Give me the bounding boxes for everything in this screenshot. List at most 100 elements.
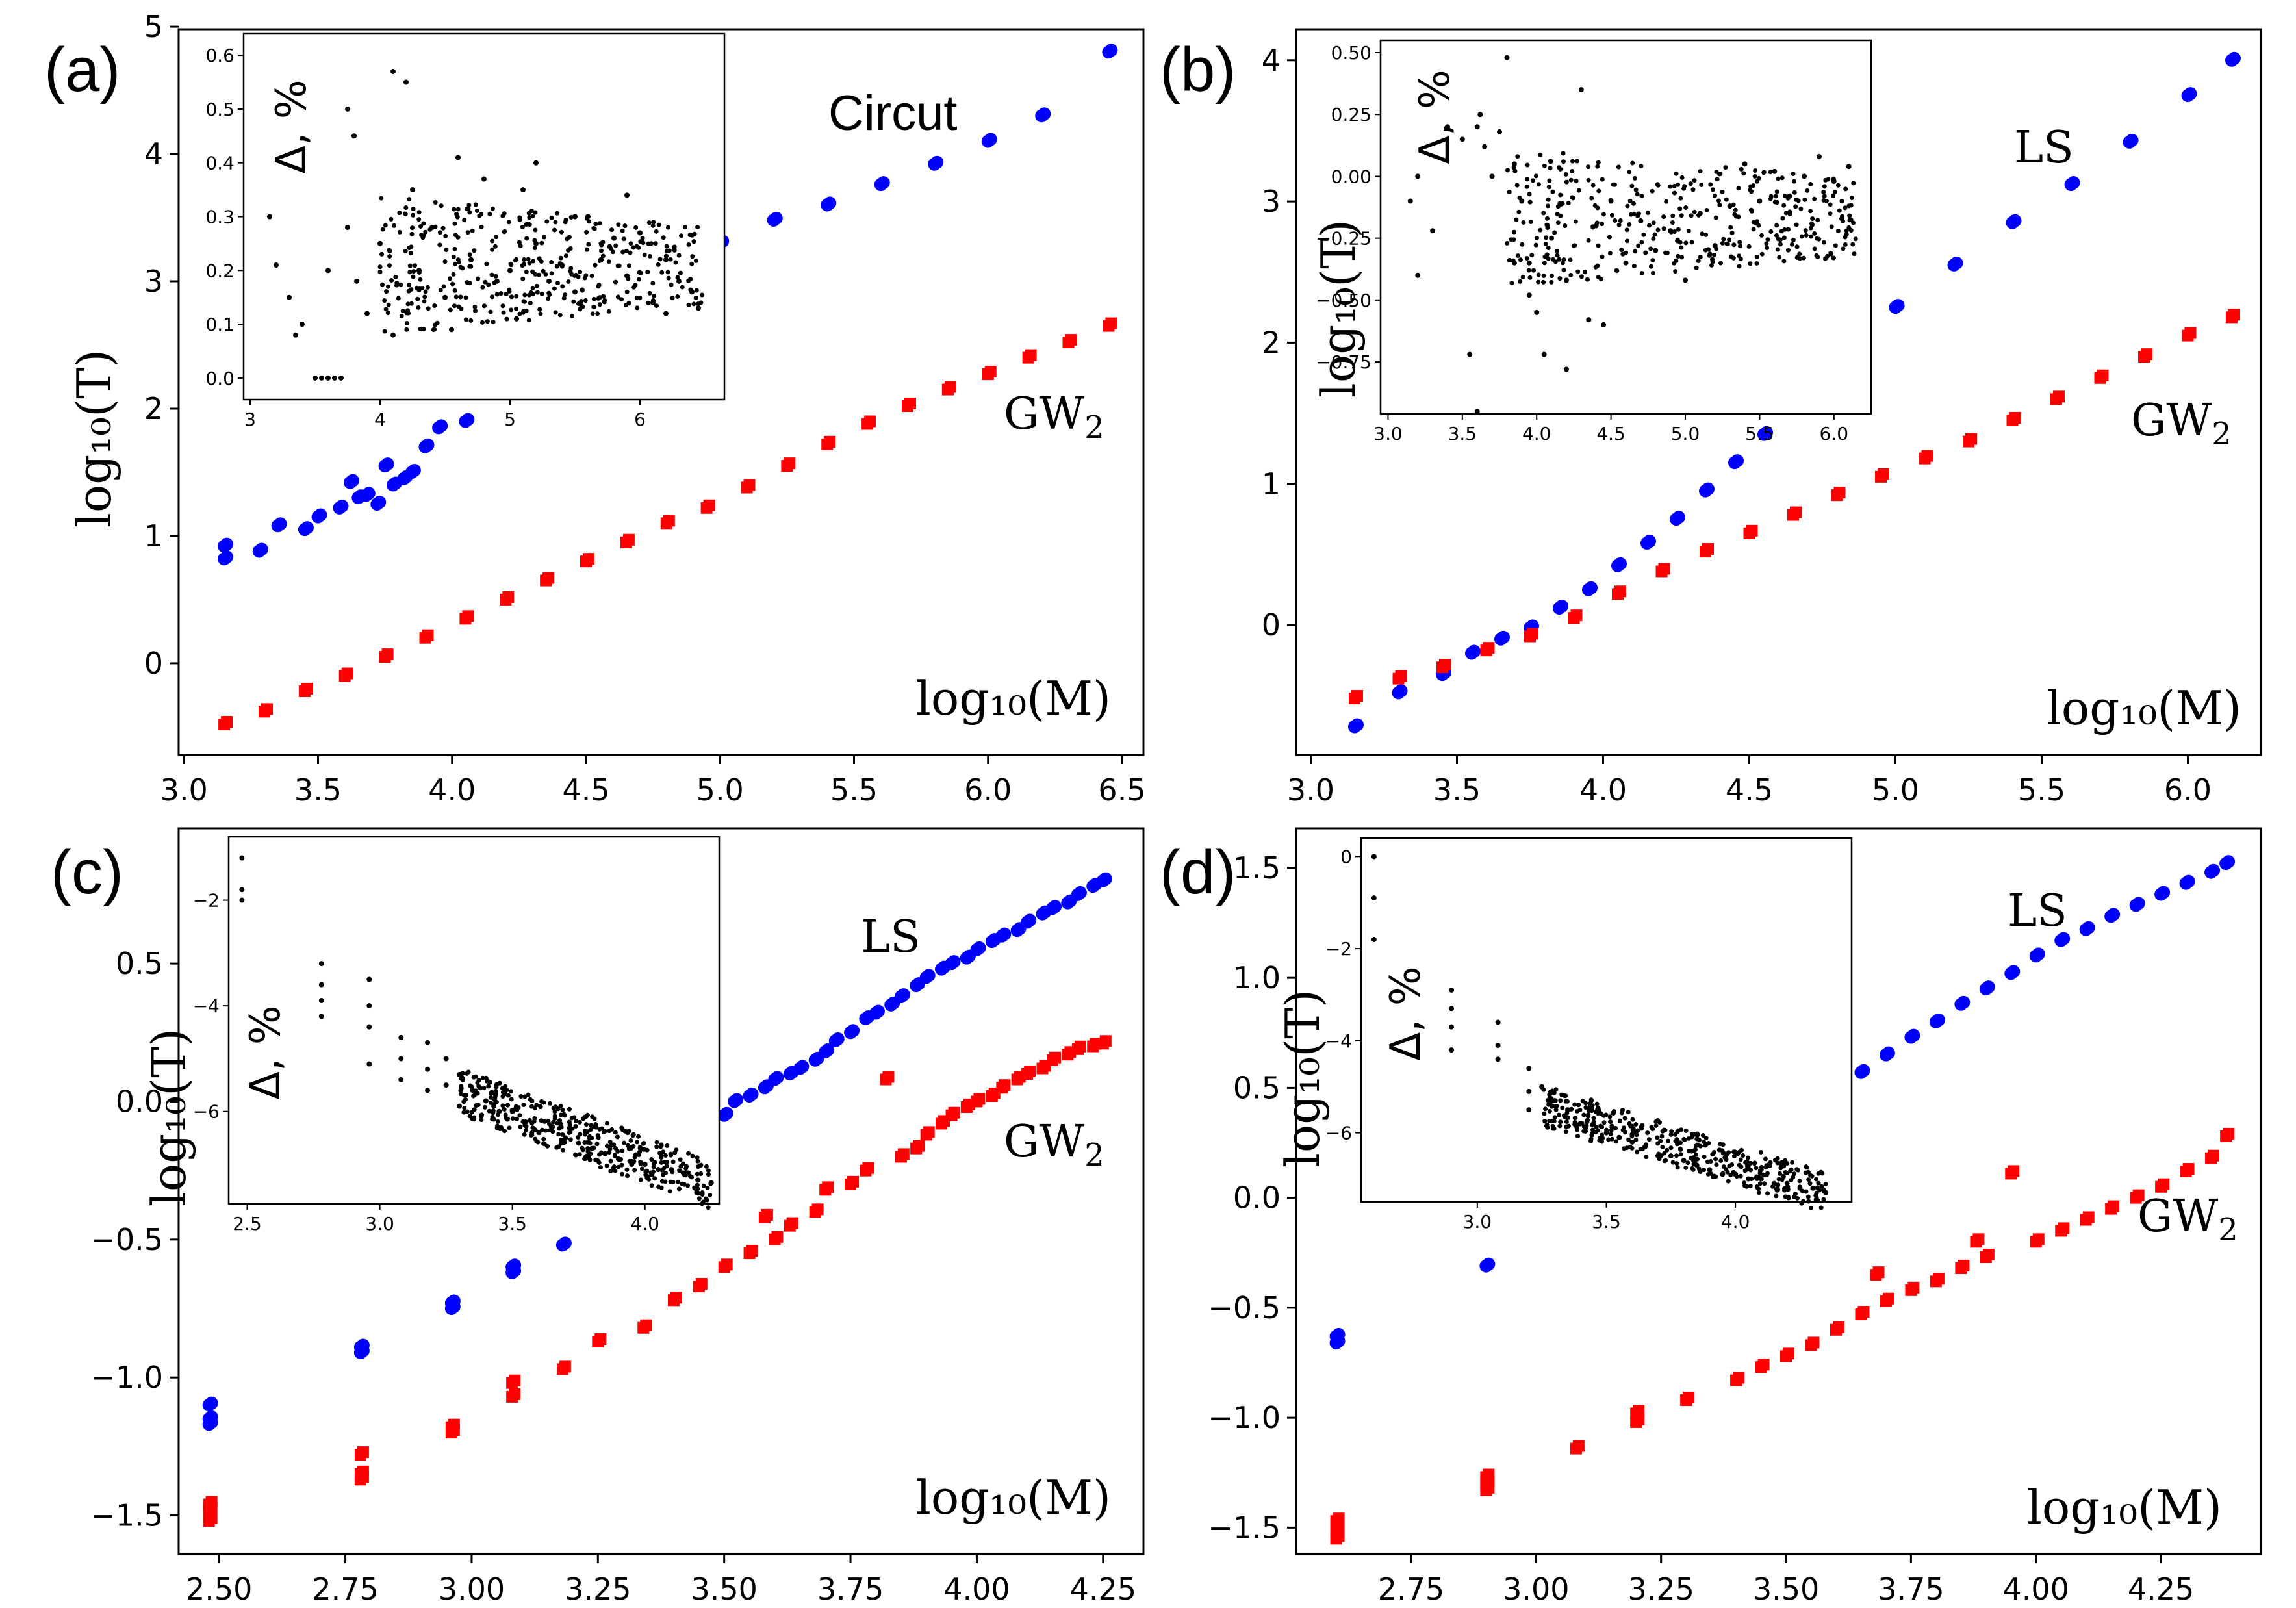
data-point bbox=[769, 211, 783, 225]
inset-point bbox=[665, 270, 670, 275]
inset-point bbox=[687, 1173, 693, 1179]
inset-point bbox=[448, 276, 453, 281]
data-point bbox=[973, 941, 986, 954]
inset-point bbox=[706, 1205, 711, 1210]
inset-point bbox=[628, 1138, 633, 1143]
inset-point bbox=[1723, 165, 1728, 170]
inset-point bbox=[1841, 246, 1846, 251]
inset-point bbox=[1694, 265, 1699, 270]
data-point bbox=[2141, 348, 2152, 361]
inset-point bbox=[644, 1175, 650, 1180]
inset-point bbox=[597, 258, 602, 263]
panel-a-plot-frame bbox=[177, 28, 1145, 756]
inset-point bbox=[1511, 237, 1516, 242]
data-point bbox=[205, 1396, 218, 1410]
inset-point bbox=[1564, 1110, 1570, 1116]
inset-point bbox=[490, 294, 495, 300]
data-point bbox=[811, 1203, 824, 1216]
inset-point bbox=[1477, 112, 1483, 118]
data-point bbox=[2208, 1149, 2220, 1162]
inset-point bbox=[568, 214, 574, 220]
inset-point bbox=[1598, 1123, 1603, 1129]
inset-point bbox=[625, 1173, 630, 1179]
inset-point bbox=[440, 225, 446, 231]
inset-x-tick-label: 3.5 bbox=[1448, 423, 1477, 444]
inset-point bbox=[491, 1108, 496, 1113]
inset-point bbox=[1729, 231, 1735, 236]
inset-point bbox=[1631, 201, 1637, 206]
inset-point bbox=[1731, 1149, 1737, 1155]
inset-point bbox=[624, 289, 630, 294]
inset-point bbox=[1514, 217, 1519, 222]
inset-point bbox=[463, 295, 468, 300]
inset-point bbox=[1407, 198, 1413, 204]
data-point bbox=[221, 715, 233, 728]
data-point bbox=[2223, 1127, 2235, 1140]
inset-point bbox=[1765, 246, 1770, 251]
inset-point bbox=[527, 261, 532, 266]
inset-point bbox=[1757, 198, 1763, 204]
inset-point bbox=[432, 303, 437, 308]
inset-point bbox=[382, 329, 387, 334]
inset-point bbox=[1726, 1179, 1731, 1184]
inset-point bbox=[480, 285, 485, 290]
inset-point bbox=[696, 1196, 702, 1201]
inset-point bbox=[585, 1146, 591, 1151]
inset-point bbox=[1449, 1006, 1455, 1012]
panel-d-plot: 2.75 3.00 3.25 3.50 3.75 4.00 4.25−1.5−1.0−0.5… bbox=[1208, 850, 2236, 1607]
inset-point bbox=[481, 176, 487, 182]
inset-point bbox=[1737, 240, 1742, 245]
data-point bbox=[1483, 1481, 1495, 1494]
inset-point bbox=[639, 238, 644, 244]
inset-point bbox=[398, 1056, 404, 1062]
inset-point bbox=[1585, 1117, 1590, 1123]
inset-point bbox=[527, 215, 532, 220]
inset-point bbox=[501, 310, 506, 315]
inset-point bbox=[1702, 1155, 1707, 1160]
inset-point bbox=[1689, 1131, 1694, 1136]
inset-x-tick-label: 4.0 bbox=[1721, 1211, 1750, 1232]
inset-point bbox=[1538, 227, 1543, 233]
y-tick-label: 0.0 bbox=[116, 1084, 163, 1119]
inset-point bbox=[449, 327, 454, 333]
y-tick-label: 0 bbox=[1262, 607, 1281, 643]
inset-point bbox=[1551, 1090, 1557, 1095]
inset-point bbox=[1710, 187, 1715, 192]
inset-point bbox=[631, 1143, 636, 1149]
inset-point bbox=[595, 1133, 600, 1138]
inset-point bbox=[1546, 197, 1551, 202]
inset-point bbox=[1505, 168, 1510, 173]
inset-point bbox=[452, 246, 457, 251]
inset-point bbox=[593, 222, 598, 227]
inset-point bbox=[468, 318, 474, 323]
inset-point bbox=[598, 1165, 603, 1170]
inset-point bbox=[665, 225, 670, 230]
inset-point bbox=[1542, 163, 1547, 168]
inset-point bbox=[413, 263, 418, 268]
inset-point bbox=[1646, 211, 1651, 216]
inset-point bbox=[1616, 164, 1621, 170]
inset-point bbox=[1816, 1180, 1821, 1186]
inset-point bbox=[1741, 171, 1746, 176]
inset-point bbox=[690, 254, 695, 259]
inset-y-tick-label: −4 bbox=[193, 995, 220, 1017]
inset-point bbox=[366, 1024, 372, 1030]
inset-point bbox=[486, 1084, 491, 1089]
inset-point bbox=[313, 375, 318, 381]
inset-point bbox=[538, 311, 543, 316]
data-point bbox=[2007, 965, 2021, 978]
inset-point bbox=[1526, 292, 1532, 298]
inset-point bbox=[1536, 182, 1541, 187]
inset-point bbox=[583, 1129, 588, 1134]
data-point bbox=[822, 1181, 834, 1193]
inset-y-tick-label: 0.25 bbox=[1331, 104, 1371, 125]
inset-point bbox=[1816, 153, 1822, 159]
inset-point bbox=[606, 309, 611, 314]
inset-point bbox=[1636, 243, 1641, 248]
inset-point bbox=[1808, 225, 1813, 231]
inset-point bbox=[1574, 179, 1579, 184]
inset-point bbox=[1695, 1156, 1700, 1162]
inset-point bbox=[651, 1164, 656, 1169]
